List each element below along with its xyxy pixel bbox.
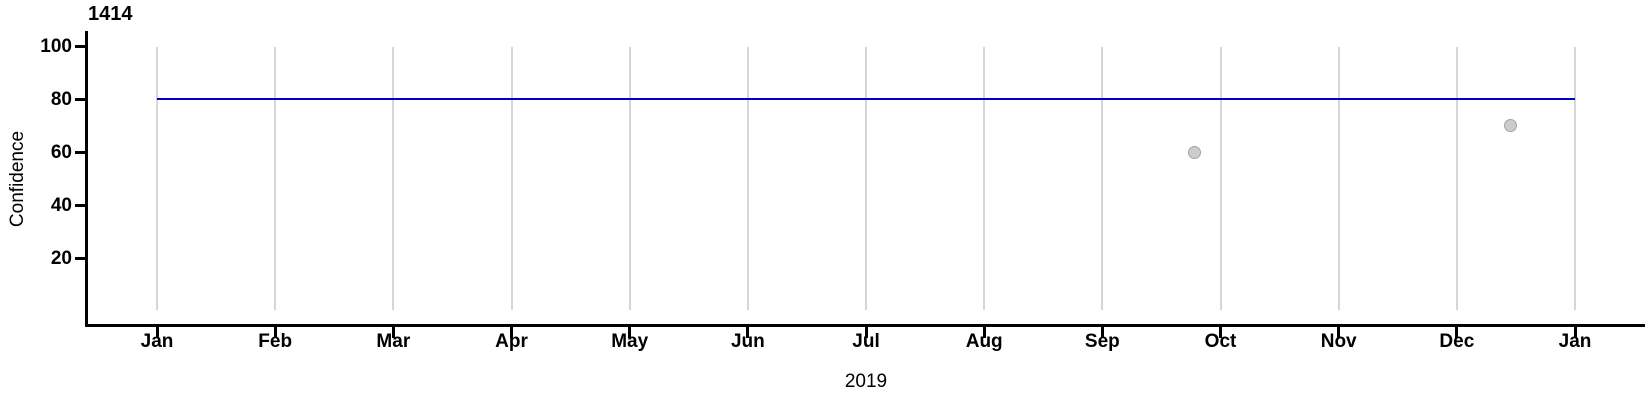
month-gridline — [865, 47, 868, 310]
x-tick-label: May — [611, 331, 649, 352]
month-gridline — [746, 47, 749, 310]
x-tick-label: Feb — [258, 331, 293, 352]
y-tick-mark — [75, 97, 86, 101]
reference-line — [157, 98, 1576, 101]
x-axis-line — [85, 324, 1645, 327]
month-gridline — [392, 47, 395, 310]
month-gridline — [983, 47, 986, 310]
x-tick-mark — [1337, 327, 1341, 338]
month-gridline — [1101, 47, 1104, 310]
y-tick-mark — [75, 203, 86, 207]
x-tick-label: Sep — [1084, 331, 1120, 352]
x-tick-mark — [391, 327, 395, 338]
x-tick-mark — [1455, 327, 1459, 338]
x-tick-label: Jun — [730, 331, 765, 352]
x-tick-label: Jan — [140, 331, 174, 352]
x-tick-mark — [1573, 327, 1577, 338]
y-tick-label: 60 — [50, 141, 72, 163]
x-tick-label: Apr — [495, 331, 528, 352]
month-gridline — [1455, 47, 1458, 310]
x-tick-label: Mar — [376, 331, 411, 352]
y-tick-label: 40 — [50, 194, 72, 216]
month-gridline — [274, 47, 277, 310]
x-axis-title: 2019 — [844, 371, 888, 392]
chart-title: 1414 — [88, 3, 133, 25]
x-tick-label: Oct — [1204, 331, 1237, 352]
x-tick-mark — [510, 327, 513, 338]
data-point — [1503, 119, 1517, 133]
data-point — [1188, 145, 1202, 159]
x-tick-mark — [628, 327, 632, 338]
x-tick-label: Aug — [965, 331, 1003, 352]
x-tick-label: Jan — [1558, 331, 1592, 352]
x-tick-label: Dec — [1439, 331, 1475, 352]
month-gridline — [156, 47, 158, 310]
month-gridline — [1574, 47, 1577, 310]
month-gridline — [510, 47, 513, 310]
y-axis-title: Confidence — [7, 130, 28, 228]
y-tick-mark — [75, 257, 86, 261]
month-gridline — [628, 47, 631, 310]
x-tick-mark — [746, 327, 750, 338]
x-tick-mark — [1219, 327, 1223, 338]
y-tick-mark — [75, 150, 86, 154]
month-gridline — [1219, 47, 1222, 310]
x-tick-mark — [982, 327, 986, 338]
month-gridline — [1337, 47, 1340, 310]
y-tick-label: 80 — [50, 88, 72, 110]
x-tick-label: Nov — [1320, 331, 1357, 352]
y-tick-mark — [75, 44, 86, 48]
x-tick-mark — [273, 327, 277, 338]
y-tick-label: 100 — [40, 35, 72, 57]
x-tick-mark — [864, 327, 868, 338]
x-tick-label: Jul — [852, 331, 880, 352]
y-tick-label: 20 — [50, 248, 72, 270]
y-axis-line — [85, 31, 88, 327]
x-tick-mark — [155, 327, 159, 338]
x-tick-mark — [1100, 327, 1104, 338]
